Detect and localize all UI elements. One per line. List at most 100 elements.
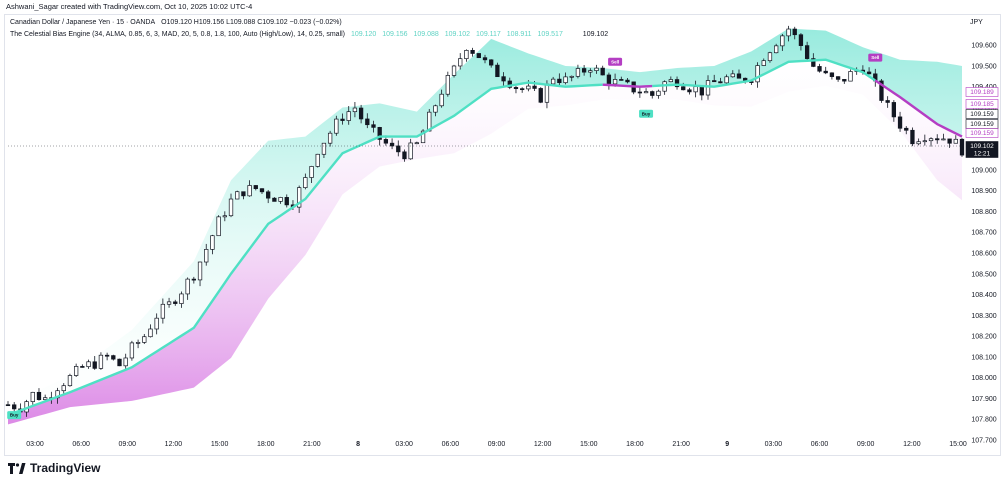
- lower-cloud: [8, 59, 962, 425]
- candle-body: [142, 336, 147, 343]
- candle-body: [575, 68, 581, 77]
- candle-body: [619, 79, 624, 81]
- candle-body: [835, 76, 841, 80]
- x-tick-label: 8: [356, 441, 360, 448]
- y-tick-label: 108.200: [971, 334, 996, 341]
- price-label-box: [965, 99, 999, 109]
- candle-body: [309, 166, 314, 178]
- currency-label[interactable]: JPY: [970, 19, 983, 26]
- candle-body: [761, 60, 766, 66]
- candle-body: [358, 107, 364, 120]
- candle-body: [842, 79, 847, 82]
- candle-body: [420, 130, 426, 144]
- candle-body: [780, 35, 785, 47]
- signal-badge: [639, 109, 654, 118]
- candle-body: [414, 142, 420, 145]
- candle-body: [489, 59, 494, 66]
- y-tick-label: 108.300: [971, 313, 996, 320]
- y-tick-label: 109.500: [971, 63, 996, 70]
- y-tick-label: 108.400: [971, 292, 996, 299]
- y-tick-label: 107.900: [971, 396, 996, 403]
- candle-body: [12, 404, 17, 410]
- price-label-box: [965, 109, 999, 119]
- candle-body: [98, 354, 104, 369]
- x-tick-label: 15:00: [949, 441, 967, 448]
- candle-body: [173, 301, 178, 304]
- candle-body: [904, 127, 909, 131]
- chart-frame[interactable]: [4, 14, 1001, 456]
- tradingview-logo[interactable]: TradingView: [8, 461, 100, 475]
- candle-body: [365, 118, 370, 126]
- candle-body: [532, 85, 537, 89]
- candle-body: [581, 68, 587, 73]
- x-tick-label: 12:00: [903, 441, 921, 448]
- candle-body: [959, 138, 965, 156]
- candle-body: [668, 79, 673, 83]
- y-tick-label: 107.700: [971, 438, 996, 445]
- candle-body: [953, 138, 958, 144]
- candle-body: [910, 129, 915, 145]
- candle-body: [451, 65, 457, 76]
- candle-body: [947, 138, 952, 144]
- candle-body: [798, 34, 804, 46]
- y-tick-label: 108.500: [971, 271, 996, 278]
- candle-body: [482, 57, 488, 61]
- sell-signal: Sell: [868, 53, 883, 62]
- candle-body: [879, 80, 884, 101]
- candle-body: [204, 249, 209, 263]
- candle-body: [327, 132, 333, 144]
- bias-cloud: [8, 28, 962, 425]
- signal-label: Sell: [611, 59, 619, 64]
- y-tick-label: 107.800: [971, 417, 996, 424]
- candle-body: [612, 79, 618, 85]
- candle-body: [650, 91, 655, 96]
- x-tick-label: 09:00: [857, 441, 875, 448]
- candle-body: [371, 124, 376, 128]
- candle-body: [458, 58, 463, 67]
- candle-body: [197, 261, 203, 281]
- y-tick-label: 108.100: [971, 354, 996, 361]
- y-tick-label: 108.700: [971, 230, 996, 237]
- candle-body: [804, 45, 810, 59]
- baseline-segment: [874, 79, 963, 138]
- candle-body: [253, 185, 258, 189]
- candle-body: [61, 385, 66, 392]
- candle-body: [247, 185, 252, 197]
- x-tick-label: 15:00: [580, 441, 598, 448]
- candle-body: [674, 79, 680, 88]
- candle-body: [210, 235, 215, 250]
- candle-body: [148, 328, 153, 338]
- candle-body: [848, 71, 853, 82]
- price-label-text: 109.189: [970, 89, 994, 96]
- candle-body: [92, 361, 97, 369]
- candle-body: [278, 197, 283, 202]
- indicator-title[interactable]: The Celestial Bias Engine (34, ALMA, 0.8…: [10, 31, 346, 38]
- candle-body: [600, 67, 605, 76]
- candles: [5, 25, 965, 417]
- baseline-segment: [7, 81, 603, 417]
- candle-body: [588, 70, 593, 73]
- candle-body: [891, 102, 897, 118]
- candle-body: [681, 86, 686, 91]
- candle-body: [5, 404, 11, 407]
- candle-body: [625, 79, 630, 83]
- candle-body: [594, 67, 599, 71]
- candle-body: [922, 140, 927, 143]
- symbol-title[interactable]: Canadian Dollar / Japanese Yen · 15 · OA…: [10, 19, 156, 26]
- candle-body: [241, 191, 246, 197]
- candle-body: [235, 191, 240, 200]
- candle-body: [637, 91, 643, 94]
- candle-body: [67, 375, 73, 387]
- candle-body: [544, 83, 550, 103]
- indicator-legend[interactable]: The Celestial Bias Engine (34, ALMA, 0.8…: [10, 31, 612, 38]
- price-label-text: 109.185: [970, 101, 994, 108]
- sell-signal: Sell: [608, 57, 623, 66]
- candle-body: [216, 216, 221, 237]
- x-tick-label: 12:00: [165, 441, 183, 448]
- price-label-text: 109.159: [970, 121, 994, 128]
- symbol-legend[interactable]: Canadian Dollar / Japanese Yen · 15 · OA…: [10, 19, 346, 26]
- baseline-segment: [652, 58, 876, 88]
- x-tick-label: 03:00: [26, 441, 44, 448]
- price-label-box: [965, 87, 999, 97]
